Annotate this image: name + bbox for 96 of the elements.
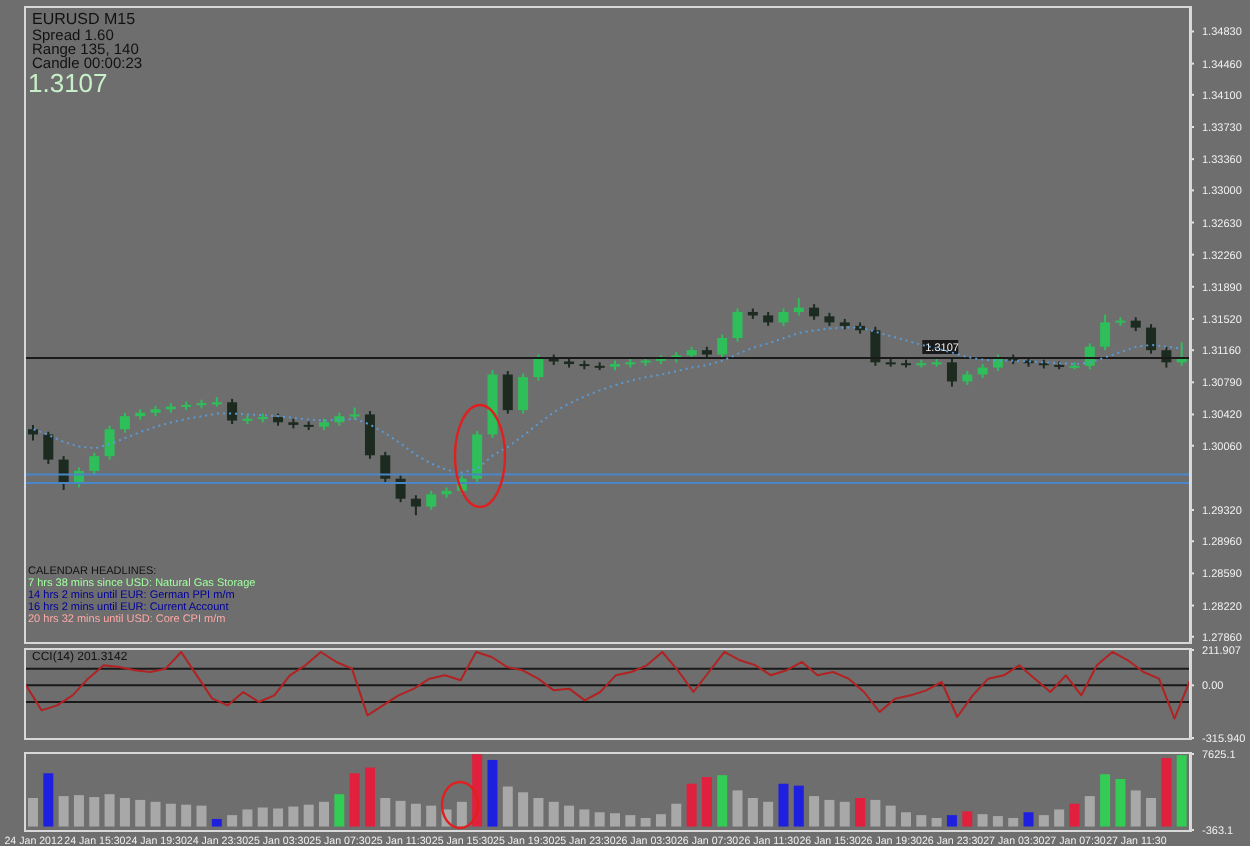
bar [885,805,896,827]
bar [564,805,575,827]
bar [548,801,559,827]
bar [610,813,620,827]
candlestick [89,451,100,476]
bar [135,799,146,827]
bar [227,815,238,827]
bar [380,798,391,827]
candlestick [380,450,391,484]
bar [824,799,835,827]
bar [640,817,651,827]
bar [426,805,437,827]
bar [181,804,192,827]
bar [809,796,820,827]
bar [518,792,529,827]
bar [410,803,421,827]
bar [717,775,728,827]
bar [43,773,54,827]
bar [778,783,789,827]
bar [456,801,467,827]
bar [349,773,360,827]
candlestick [364,409,375,460]
bar [594,812,605,827]
candlestick [533,353,544,382]
bar [625,815,636,827]
bar [196,805,207,827]
bar [273,808,284,827]
candlestick [717,333,728,359]
bar [579,809,590,827]
candlestick [395,474,406,504]
candlestick [104,424,115,461]
bar [1100,774,1111,827]
bar [58,796,69,827]
bar [1130,790,1141,827]
bar [165,803,176,827]
bar [747,798,758,827]
candlestick [1100,313,1111,352]
bar [1054,809,1065,827]
candlestick [426,489,437,511]
bar [319,801,329,827]
bar [962,811,973,827]
bar [901,812,911,827]
bar [931,817,942,827]
bar [89,797,100,827]
bar [104,794,115,827]
bar [257,807,268,827]
bar [533,798,544,827]
bar [1008,817,1019,827]
candlestick [732,307,743,343]
bar [977,814,988,827]
bar [73,795,84,827]
bar [211,818,222,827]
bar [288,806,299,827]
bar [946,815,957,827]
bar [671,803,682,827]
bar [855,798,866,827]
bar [839,801,850,827]
bar [992,816,1003,827]
bar [1146,798,1157,827]
bar [502,786,513,827]
bar [655,814,666,827]
chart-title: EURUSD M15 [32,10,136,28]
candlestick [870,325,881,367]
bar [1023,812,1034,827]
bar [395,800,406,827]
bar [119,798,130,827]
bar [1069,803,1080,827]
bar [916,815,927,827]
candlestick [410,494,421,517]
bar [1161,758,1172,827]
line-series [25,650,1191,720]
bar [701,777,712,827]
bar [793,785,804,827]
bar [732,790,743,827]
bar [870,799,881,827]
candlestick [502,370,513,415]
candlestick [946,357,957,388]
bar [686,783,697,827]
bar [1115,778,1126,827]
bar [242,809,253,827]
bar [487,759,498,827]
bar [1084,796,1095,827]
candlestick [1146,323,1157,355]
bar [303,804,314,827]
bar [763,801,774,827]
candlestick [518,372,529,415]
bar [1038,815,1049,827]
bar [334,794,345,827]
bar [28,798,38,827]
bar [1176,755,1187,827]
bar [364,767,375,827]
candlestick [227,397,238,426]
annotation: 1.3107 [28,68,108,98]
bar [150,801,161,827]
candlestick [43,430,54,465]
candlestick [119,411,130,434]
